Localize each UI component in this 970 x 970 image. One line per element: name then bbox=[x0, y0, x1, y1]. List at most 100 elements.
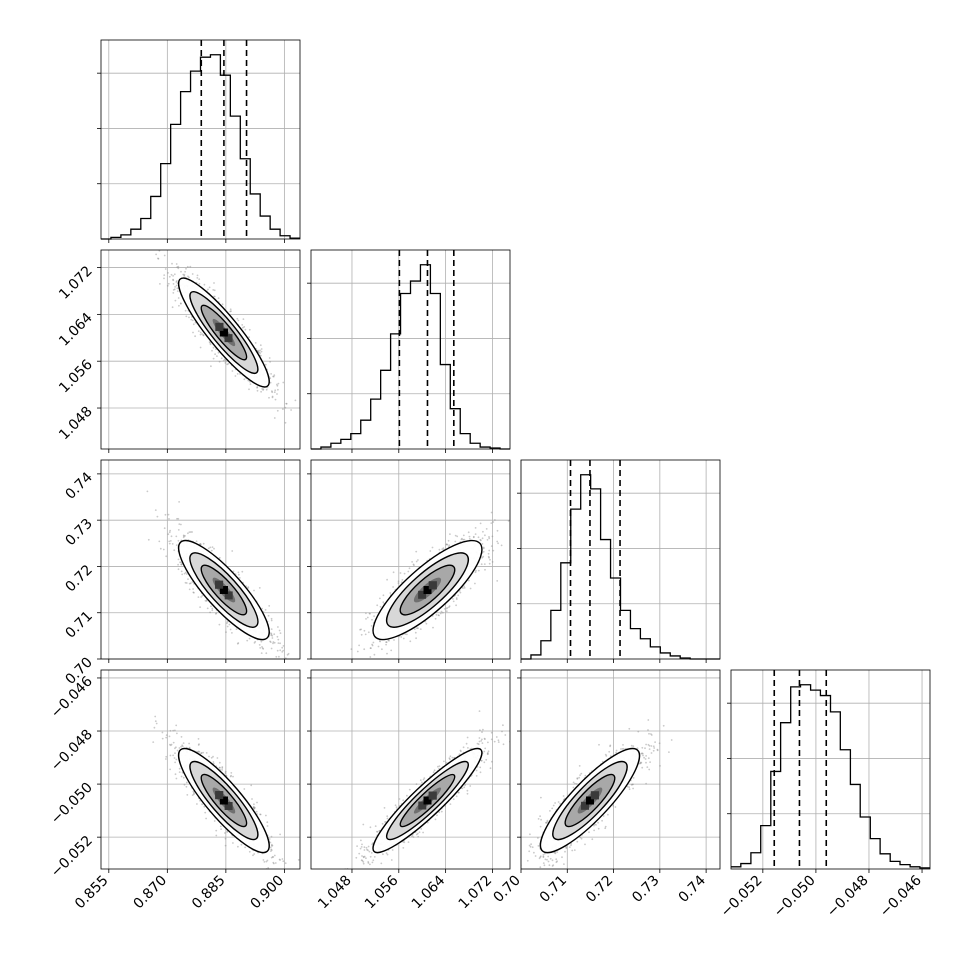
sample-point bbox=[213, 295, 216, 298]
sample-point bbox=[403, 572, 406, 575]
sample-point bbox=[188, 582, 191, 585]
sample-point bbox=[182, 742, 185, 744]
sample-point bbox=[484, 568, 486, 571]
sample-point bbox=[272, 375, 275, 378]
density-core-cell bbox=[219, 328, 228, 337]
sample-point bbox=[169, 529, 172, 532]
sample-point bbox=[208, 341, 211, 343]
sample-point bbox=[183, 274, 186, 277]
sample-point bbox=[187, 275, 189, 278]
sample-point bbox=[286, 662, 288, 664]
sample-point bbox=[211, 546, 214, 548]
sample-point bbox=[270, 849, 273, 851]
sample-point bbox=[262, 389, 264, 391]
sample-point bbox=[417, 627, 419, 629]
sample-point bbox=[159, 547, 162, 550]
sample-point bbox=[169, 768, 172, 771]
sample-point bbox=[489, 558, 491, 561]
sample-point bbox=[482, 547, 485, 550]
sample-point bbox=[282, 408, 284, 410]
sample-point bbox=[200, 596, 203, 598]
sample-point bbox=[261, 388, 263, 390]
sample-point bbox=[212, 357, 215, 360]
sample-point bbox=[243, 326, 246, 328]
sample-point bbox=[199, 543, 202, 545]
sample-point bbox=[247, 379, 250, 382]
sample-point bbox=[191, 319, 194, 322]
sample-point bbox=[273, 374, 276, 377]
sample-point bbox=[163, 254, 166, 257]
sample-point bbox=[175, 280, 178, 282]
sample-point bbox=[273, 641, 276, 644]
sample-point bbox=[492, 549, 495, 552]
sample-point bbox=[184, 571, 187, 574]
sample-point bbox=[209, 343, 212, 346]
sample-point bbox=[210, 605, 212, 608]
sample-point bbox=[223, 358, 226, 361]
sample-point bbox=[198, 751, 201, 753]
sample-point bbox=[304, 876, 306, 878]
hist-panel-0 bbox=[97, 39, 301, 240]
sample-point bbox=[210, 549, 213, 552]
sample-point bbox=[216, 355, 218, 357]
sample-point bbox=[242, 318, 245, 320]
sample-point bbox=[209, 546, 212, 549]
sample-point bbox=[463, 538, 466, 541]
sample-point bbox=[212, 289, 215, 291]
sample-point bbox=[285, 402, 288, 405]
sample-point bbox=[231, 632, 233, 634]
sample-point bbox=[275, 655, 278, 658]
sample-point bbox=[273, 633, 276, 636]
sample-point bbox=[203, 283, 206, 286]
sample-point bbox=[277, 662, 279, 664]
sample-point bbox=[242, 326, 244, 329]
sample-point bbox=[269, 381, 272, 384]
sample-point bbox=[376, 604, 379, 607]
sample-point bbox=[240, 843, 243, 846]
sample-point bbox=[230, 310, 232, 313]
sample-point bbox=[235, 628, 238, 630]
sample-point bbox=[269, 377, 272, 380]
sample-point bbox=[284, 862, 287, 865]
sample-point bbox=[271, 637, 274, 639]
sample-point bbox=[211, 349, 213, 352]
sample-point bbox=[279, 649, 282, 652]
sample-point bbox=[429, 550, 432, 552]
sample-point bbox=[252, 806, 255, 809]
sample-point bbox=[213, 289, 216, 292]
sample-point bbox=[392, 586, 394, 588]
sample-point bbox=[270, 628, 273, 630]
sample-point bbox=[271, 391, 274, 394]
sample-point bbox=[165, 734, 168, 736]
sample-point bbox=[191, 531, 194, 533]
sample-point bbox=[480, 563, 483, 566]
sample-point bbox=[187, 532, 189, 535]
sample-point bbox=[207, 288, 209, 291]
sample-point bbox=[176, 290, 179, 292]
density-core-cell bbox=[428, 581, 437, 590]
sample-point bbox=[188, 742, 191, 745]
sample-point bbox=[454, 540, 457, 543]
sample-point bbox=[373, 615, 375, 618]
sample-point bbox=[197, 738, 200, 740]
sample-point bbox=[257, 349, 260, 352]
sample-point bbox=[463, 587, 466, 589]
sample-point bbox=[238, 573, 240, 576]
sample-point bbox=[261, 646, 263, 648]
sample-point bbox=[161, 737, 164, 740]
density-core-cell bbox=[224, 334, 233, 343]
sample-point bbox=[191, 581, 194, 583]
sample-point bbox=[168, 275, 171, 278]
sample-point bbox=[155, 722, 158, 725]
sample-point bbox=[168, 542, 171, 545]
sample-point bbox=[260, 652, 263, 654]
sample-point bbox=[270, 647, 273, 650]
sample-point bbox=[477, 569, 480, 572]
sample-point bbox=[230, 772, 233, 774]
sample-point bbox=[271, 395, 274, 398]
sample-point bbox=[213, 295, 215, 298]
sample-point bbox=[488, 537, 491, 540]
sample-point bbox=[210, 756, 213, 759]
sample-point bbox=[360, 628, 362, 631]
sample-point bbox=[202, 334, 205, 337]
